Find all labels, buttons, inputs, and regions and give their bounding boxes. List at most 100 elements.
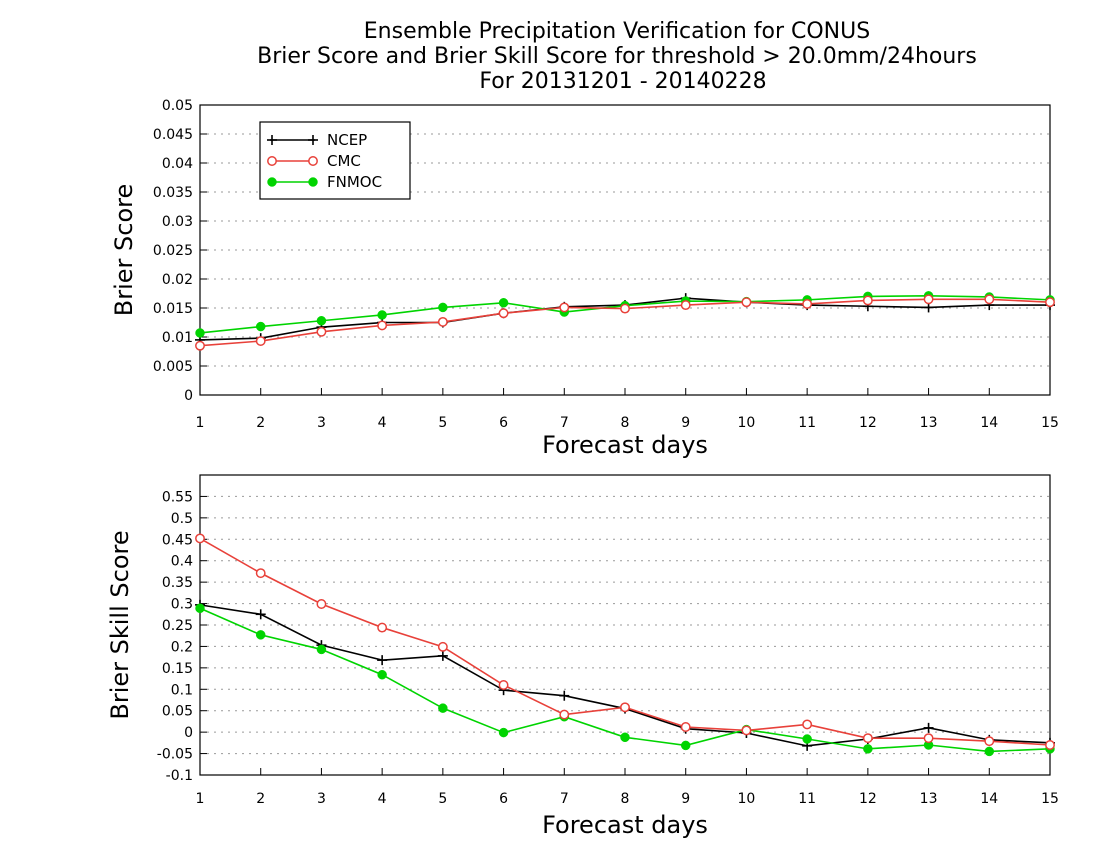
data-point-cmc: [377, 622, 388, 633]
y-tick-label: 0.3: [171, 597, 193, 613]
legend-filled-circle-marker: [267, 177, 277, 187]
data-point-cmc: [316, 599, 327, 609]
data-point-cmc: [437, 641, 448, 652]
legend-entry-cmc: CMC: [267, 152, 361, 170]
x-tick-label: 9: [681, 415, 690, 431]
data-point-cmc: [741, 725, 752, 736]
x-tick-label: 7: [560, 415, 569, 431]
x-tick-label: 8: [621, 415, 630, 431]
series-line-ncep: [199, 604, 1051, 747]
x-tick-label: 9: [681, 791, 690, 807]
x-tick-label: 13: [920, 791, 938, 807]
data-point-ncep: [923, 722, 934, 733]
legend-open-circle-marker: [267, 156, 277, 166]
y-tick-label: 0.35: [162, 575, 193, 591]
y-tick-label: 0.03: [162, 214, 193, 230]
y-tick-label: 0.045: [153, 127, 193, 143]
y-tick-label: 0.05: [162, 98, 193, 114]
data-point-fnmoc: [195, 328, 205, 338]
data-point-cmc: [316, 326, 327, 337]
x-tick-label: 11: [798, 791, 816, 807]
data-point-cmc: [255, 336, 266, 347]
y-tick-label: 0.2: [171, 639, 193, 655]
data-point-fnmoc: [498, 298, 509, 308]
x-tick-label: 13: [920, 415, 938, 431]
data-point-cmc: [862, 295, 873, 306]
series-ncep: [195, 599, 1055, 751]
x-tick-label: 5: [438, 791, 447, 807]
x-tick-label: 6: [499, 791, 508, 807]
data-point-fnmoc: [377, 310, 387, 320]
x-tick-label: 10: [738, 415, 756, 431]
legend: NCEP CMC FNMOC: [259, 121, 411, 200]
data-point-fnmoc: [255, 321, 266, 332]
title-line-1: Ensemble Precipitation Verification for …: [364, 19, 870, 44]
y-tick-label: 0.45: [162, 532, 193, 548]
data-point-cmc: [680, 300, 691, 311]
y-tick-label: 0: [184, 725, 193, 741]
data-point-cmc: [559, 302, 570, 313]
data-point-fnmoc: [255, 630, 266, 640]
y-tick-label: 0.01: [162, 330, 193, 346]
data-point-fnmoc: [195, 603, 205, 614]
y-tick-label: 0.005: [153, 359, 193, 375]
data-point-cmc: [984, 294, 995, 305]
y-tick-label: -0.05: [157, 747, 193, 763]
brier-skill-score-panel: -0.1 -0.05 0 0.05 0.1 0.15 0.2 0.25 0.3 0.35 0.4 0.…: [106, 474, 1059, 839]
data-point-fnmoc: [316, 316, 327, 326]
data-point-cmc: [862, 733, 873, 744]
y-tick-label: 0.015: [153, 301, 193, 317]
series-line-fnmoc: [199, 607, 1051, 753]
data-point-fnmoc: [863, 744, 873, 754]
x-tick-label: 7: [560, 791, 569, 807]
y-tick-label: 0.4: [171, 554, 193, 570]
y-tick-label: 0.1: [171, 682, 193, 698]
legend-label-ncep: NCEP: [327, 131, 367, 149]
data-point-cmc: [255, 568, 266, 579]
x-tick-label: 2: [256, 791, 265, 807]
data-point-cmc: [923, 733, 934, 744]
x-tick-label: 8: [621, 791, 630, 807]
title-line-3: For 20131201 - 20140228: [479, 69, 766, 94]
data-point-ncep: [559, 690, 570, 701]
x-tick-label: 3: [317, 791, 326, 807]
data-point-fnmoc: [984, 746, 995, 757]
data-point-cmc: [498, 308, 509, 319]
data-point-fnmoc: [498, 727, 509, 738]
data-point-ncep: [255, 609, 266, 620]
series-cmc: [195, 294, 1055, 351]
brier-score-panel: 0 0.005 0.01 0.015 0.02 0.025 0.03 0.035 0.04 0.0…: [110, 98, 1059, 459]
legend-entry-fnmoc: FNMOC: [267, 173, 382, 191]
data-point-fnmoc: [680, 740, 691, 751]
y-axis-title: Brier Score: [110, 184, 138, 316]
title-line-2: Brier Score and Brier Skill Score for th…: [257, 44, 977, 69]
x-tick-label: 15: [1041, 415, 1059, 431]
data-point-cmc: [802, 719, 813, 730]
y-tick-label: 0.035: [153, 185, 193, 201]
data-point-fnmoc: [620, 732, 630, 743]
y-tick-label: 0.025: [153, 243, 193, 259]
data-point-fnmoc: [316, 644, 327, 655]
y-tick-label: 0.04: [162, 156, 193, 172]
y-tick-label: 0.25: [162, 618, 193, 634]
data-point-cmc: [498, 680, 509, 690]
data-point-cmc: [620, 303, 630, 314]
x-tick-label: 5: [438, 415, 447, 431]
data-point-cmc: [1045, 740, 1055, 750]
y-tick-label: 0.05: [162, 704, 193, 720]
data-point-cmc: [802, 298, 813, 309]
legend-filled-circle-marker: [308, 177, 318, 187]
x-tick-label: 2: [256, 415, 265, 431]
series-line-cmc: [199, 537, 1051, 746]
data-point-ncep: [437, 650, 448, 661]
data-point-cmc: [1045, 297, 1055, 308]
legend-open-circle-marker: [308, 156, 318, 166]
x-tick-label: 10: [738, 791, 756, 807]
x-tick-label: 12: [859, 791, 877, 807]
data-point-cmc: [195, 533, 205, 544]
data-point-cmc: [195, 340, 205, 351]
y-axis-title: Brier Skill Score: [106, 530, 134, 719]
legend-entry-ncep: NCEP: [267, 131, 367, 149]
y-tick-label: 0.55: [162, 489, 193, 505]
